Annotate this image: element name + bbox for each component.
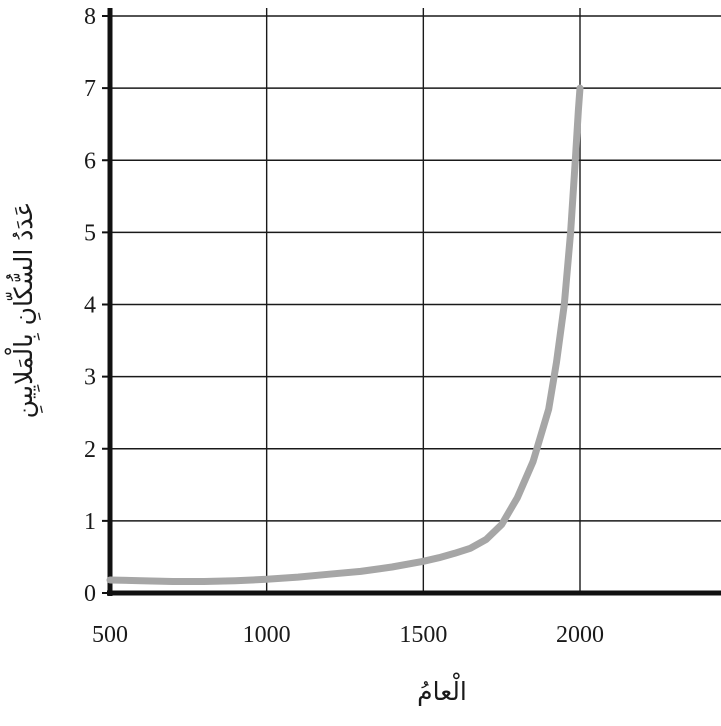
y-tick-label-7: 7: [84, 76, 96, 102]
y-tick-label-5: 5: [84, 220, 96, 246]
x-tick-label-1000: 1000: [243, 622, 291, 648]
axes: [102, 8, 721, 596]
tick-labels: 0 1 2 3 4 5 6 7 8 500 1000 1500 2000: [84, 4, 604, 648]
y-tick-label-4: 4: [84, 293, 96, 319]
y-axis-label: عَدَدُ السُّكّانِ بِالْمَلايِينِ: [5, 202, 44, 419]
x-axis-label: الْعامُ: [417, 673, 467, 706]
x-tick-label-2000: 2000: [556, 622, 604, 648]
y-tick-label-3: 3: [84, 365, 96, 391]
y-tick-label-8: 8: [84, 4, 96, 30]
series-group: [106, 84, 584, 585]
grid-lines: [110, 8, 721, 593]
y-tick-label-1: 1: [84, 509, 96, 535]
y-tick-label-6: 6: [84, 148, 96, 174]
y-tick-label-2: 2: [84, 437, 96, 463]
x-tick-label-1500: 1500: [399, 622, 447, 648]
y-tick-label-0: 0: [84, 581, 96, 607]
x-tick-label-500: 500: [92, 622, 128, 648]
series-line-0: [106, 84, 584, 585]
